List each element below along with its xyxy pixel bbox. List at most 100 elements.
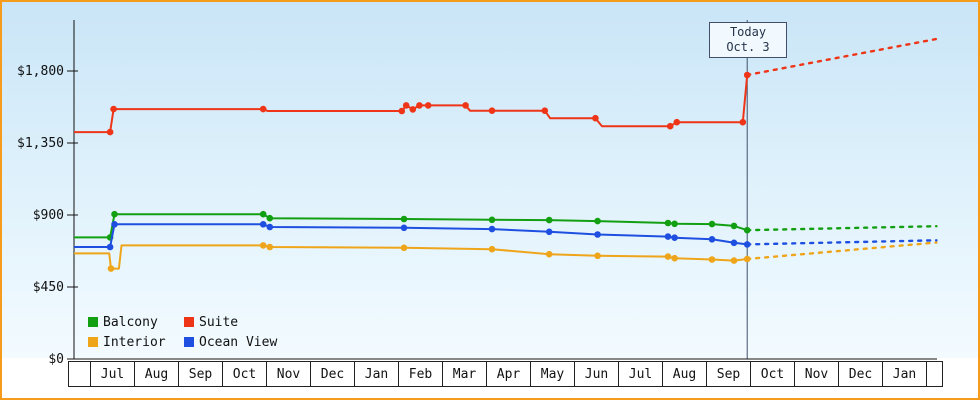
data-point-suite [673, 118, 681, 126]
x-axis-month-cell: Dec [839, 362, 883, 386]
data-point-suite [402, 102, 410, 109]
data-point-suite [739, 118, 747, 126]
series-line-balcony [74, 213, 748, 239]
legend-item-suite: Suite [184, 312, 277, 332]
x-axis-month-cell: Jul [91, 362, 135, 386]
data-point-interior [545, 250, 553, 258]
data-point-suite [409, 106, 417, 113]
data-point-ocean-view [594, 231, 601, 238]
data-point-balcony [111, 210, 118, 218]
data-point-suite [398, 107, 406, 115]
data-point-interior [671, 254, 678, 262]
today-marker-label: Today Oct. 3 [709, 22, 787, 58]
data-point-suite [488, 107, 496, 114]
data-point-suite [110, 105, 117, 113]
y-axis-label: $1,800 [17, 64, 64, 79]
data-point-balcony [266, 214, 274, 222]
x-axis-month-row: Jul Aug Sep Oct Nov Dec Jan Feb Mar Apr May Jun Jul A… [68, 361, 943, 387]
x-axis-month-cell: Apr [487, 362, 531, 386]
legend-swatch-icon-interior [88, 337, 98, 347]
legend-label-balcony: Balcony [103, 314, 158, 330]
series-forecast-ocean-view [746, 239, 938, 246]
x-axis-month-cell: Nov [795, 362, 839, 386]
data-point-suite [416, 102, 423, 109]
data-point-interior [266, 243, 274, 251]
x-axis-month-cell: May [531, 362, 575, 386]
x-axis-spacer-cell [69, 362, 91, 386]
x-axis-month-cell: Oct [751, 362, 795, 386]
data-point-suite [666, 122, 674, 130]
series-line-suite [74, 74, 749, 134]
data-point-interior [730, 257, 738, 264]
legend-item-ocean-view: Ocean View [184, 332, 277, 352]
data-point-ocean-view [730, 239, 738, 247]
data-point-ocean-view [708, 236, 716, 243]
series-line-interior [74, 244, 748, 270]
series-forecast-balcony [746, 224, 938, 232]
legend-label-ocean-view: Ocean View [199, 334, 278, 350]
x-axis-month-cell: Jan [355, 362, 399, 386]
data-point-ocean-view [266, 223, 274, 231]
x-axis-month-cell: Dec [311, 362, 355, 386]
y-axis-label: $0 [48, 352, 64, 367]
legend-item-balcony: Balcony [88, 312, 184, 332]
data-point-balcony [708, 220, 716, 228]
series-line-ocean-view [74, 223, 748, 248]
data-point-ocean-view [671, 234, 678, 241]
data-point-ocean-view [259, 221, 267, 228]
data-point-ocean-view [106, 243, 114, 251]
data-point-interior [400, 244, 408, 252]
data-point-interior [488, 245, 496, 253]
x-axis-month-cell: Mar [443, 362, 487, 386]
data-point-interior [664, 253, 672, 260]
data-point-interior [743, 255, 751, 263]
x-axis-month-cell: Feb [399, 362, 443, 386]
today-date: Oct. 3 [726, 40, 770, 54]
data-point-balcony [259, 210, 267, 218]
x-axis-month-cell: Jan [883, 362, 927, 386]
data-point-suite [462, 102, 469, 109]
data-point-suite [259, 105, 267, 113]
data-point-suite [592, 114, 599, 122]
data-point-suite [106, 128, 114, 136]
legend-label-interior: Interior [103, 334, 166, 350]
data-point-balcony [671, 220, 678, 228]
x-axis-month-cell: Oct [223, 362, 267, 386]
x-axis-month-cell: Sep [707, 362, 751, 386]
data-point-interior [259, 242, 267, 249]
data-point-balcony [545, 216, 553, 224]
data-point-ocean-view [664, 233, 672, 240]
data-point-balcony [743, 226, 751, 234]
legend-item-interior: Interior [88, 332, 184, 352]
data-point-ocean-view [111, 221, 118, 228]
data-point-ocean-view [743, 241, 751, 248]
x-axis-month-cell: Aug [663, 362, 707, 386]
data-point-interior [594, 252, 601, 260]
x-axis-spacer-cell [927, 362, 942, 386]
today-label: Today [729, 25, 767, 39]
y-axis-label: $1,350 [17, 136, 64, 151]
data-point-suite [541, 107, 549, 114]
chart-legend: Balcony Suite Interior Ocean View [88, 312, 277, 352]
y-axis-label: $450 [33, 280, 64, 295]
data-point-balcony [594, 217, 601, 225]
data-point-interior [708, 256, 716, 263]
x-axis-month-cell: Jun [575, 362, 619, 386]
data-point-suite [424, 102, 432, 109]
data-point-balcony [730, 222, 738, 230]
data-point-ocean-view [488, 225, 496, 233]
data-point-balcony [400, 215, 408, 223]
x-axis-month-cell: Aug [135, 362, 179, 386]
legend-swatch-icon-ocean-view [184, 337, 194, 347]
x-axis-month-cell: Nov [267, 362, 311, 386]
data-point-ocean-view [545, 228, 553, 236]
x-axis-month-cell: Sep [179, 362, 223, 386]
legend-label-suite: Suite [199, 314, 239, 330]
data-point-balcony [488, 216, 496, 224]
data-point-ocean-view [400, 224, 408, 232]
data-point-interior [107, 265, 115, 272]
legend-swatch-icon-balcony [88, 317, 98, 327]
legend-swatch-icon-suite [184, 317, 194, 327]
